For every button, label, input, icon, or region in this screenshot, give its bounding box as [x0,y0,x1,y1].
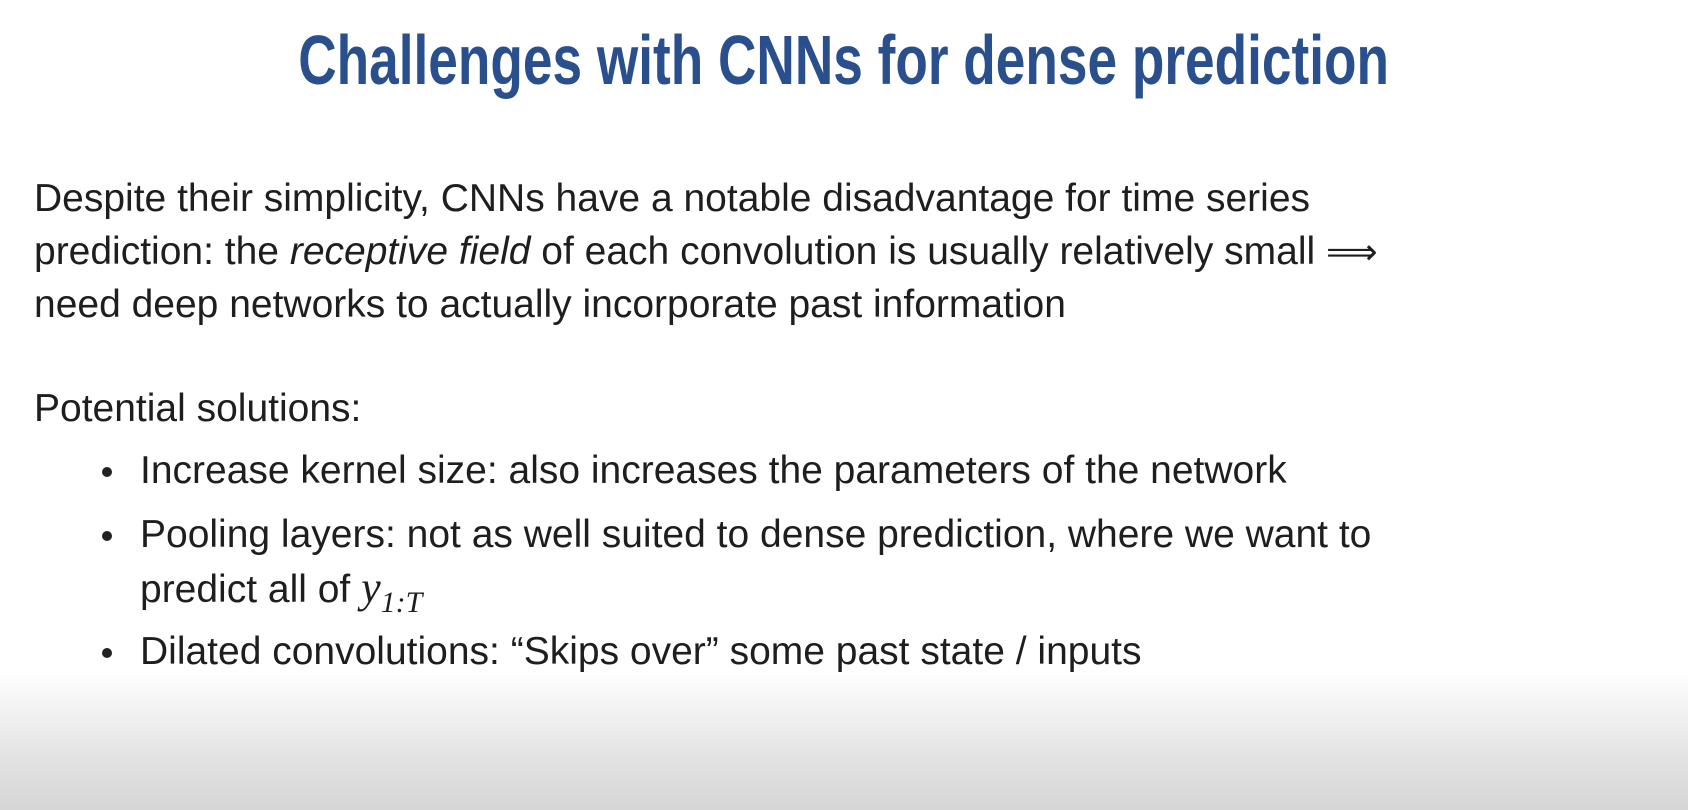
text-segment: prediction: the [34,230,290,273]
text: of each convolution is usually relativel… [530,230,1327,273]
text-line: predict all of y1:T [140,565,422,626]
text-line: need deep networks to actually incorpora… [34,282,1066,328]
title-container: Challenges with CNNs for dense predictio… [0,18,1688,102]
text-line: Dilated convolutions: “Skips over” some … [140,629,1141,675]
slide-title: Challenges with CNNs for dense predictio… [298,21,1390,99]
bottom-shade [0,670,1688,810]
text-segment: receptive field [290,230,531,273]
text: Despite their simplicity, CNNs have a no… [34,177,1311,220]
text: Dilated convolutions: “Skips over” some … [140,630,1142,673]
subscript: 1:T [380,586,423,619]
text: Pooling layers: not as well suited to de… [140,513,1372,556]
text-line: Despite their simplicity, CNNs have a no… [34,176,1310,222]
text: need deep networks to actually incorpora… [34,283,1066,326]
solutions-heading: Potential solutions: [34,387,362,430]
text-segment: need deep networks to actually incorpora… [34,283,1066,326]
bullet [102,648,112,658]
text: y [361,563,381,612]
text-segment: Dilated convolutions: “Skips over” some … [140,630,1141,673]
text-line: prediction: the receptive field of each … [34,229,1378,276]
text-line: Increase kernel size: also increases the… [140,448,1287,494]
text-segment: predict all of [140,568,361,611]
text-segment: Increase kernel size: also increases the… [140,449,1287,492]
bullet [102,467,112,477]
text: prediction: the [34,230,290,273]
text-segment: Pooling layers: not as well suited to de… [140,513,1371,556]
text-line: Pooling layers: not as well suited to de… [140,512,1371,558]
text-segment: y1:T [361,563,422,620]
text-segment: of each convolution is usually relativel… [530,230,1326,273]
text-segment: ⟹ [1326,232,1378,273]
text: predict all of [140,568,362,611]
text: ⟹ [1326,232,1378,273]
text-segment: Despite their simplicity, CNNs have a no… [34,177,1310,220]
text: receptive field [289,230,531,273]
text: Increase kernel size: also increases the… [140,449,1287,492]
bullet [102,531,112,541]
